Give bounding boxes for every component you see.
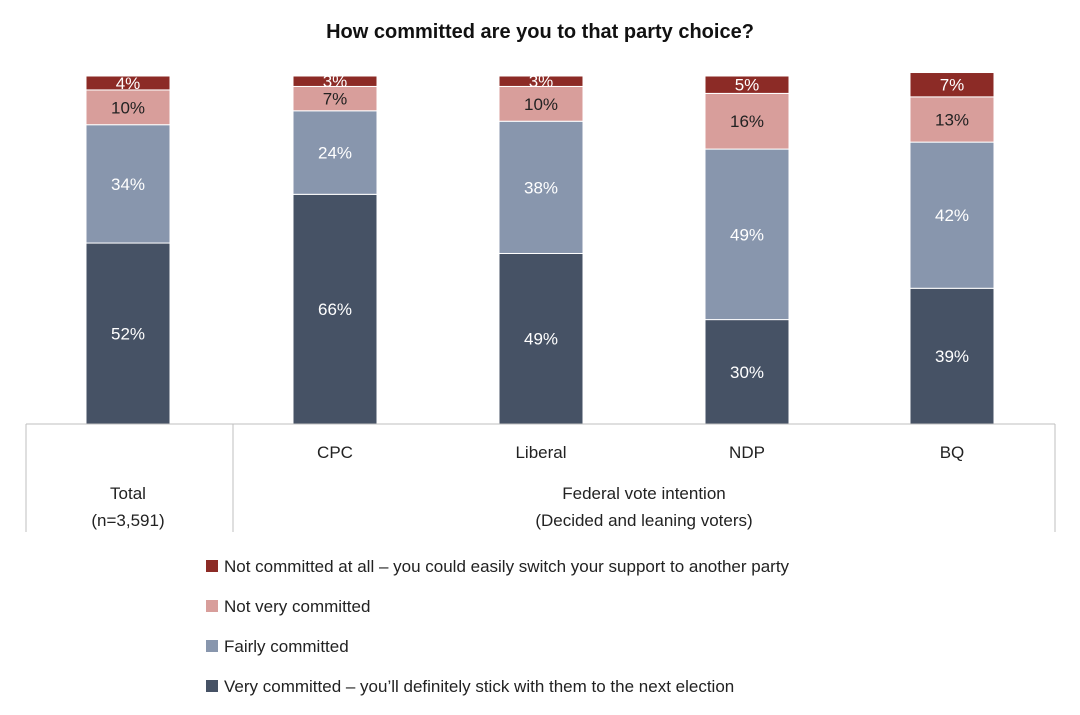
data-label-liberal-0: 49% (524, 330, 558, 349)
group-sublabel: (Decided and leaning voters) (535, 511, 752, 530)
category-axis-table: CPC Liberal NDP BQ Total (n=3,591) Feder… (25, 423, 1056, 532)
bar-segment-bq-0 (909, 287, 995, 425)
data-label-ndp-2: 16% (730, 112, 764, 131)
bar-segment-total-0 (85, 242, 171, 425)
data-label-liberal-1: 38% (524, 178, 558, 197)
legend-label-1: Fairly committed (224, 637, 349, 656)
data-label-cpc-0: 66% (318, 300, 352, 319)
data-label-total-0: 52% (111, 325, 145, 344)
bar-segment-ndp-1 (704, 148, 790, 321)
total-sample-size: (n=3,591) (91, 511, 164, 530)
category-label-ndp: NDP (729, 443, 765, 462)
legend-swatch-0 (206, 680, 218, 692)
bar-segment-liberal-2 (498, 85, 584, 122)
category-label-liberal: Liberal (515, 443, 566, 462)
chart-title: How committed are you to that party choi… (326, 21, 754, 43)
data-label-cpc-3: 3% (323, 72, 348, 91)
legend-label-3: Not committed at all – you could easily … (224, 557, 790, 576)
bar-segment-total-1 (85, 124, 171, 244)
data-label-bq-2: 13% (935, 111, 969, 130)
bar-segment-cpc-2 (292, 85, 378, 112)
data-label-bq-3: 7% (940, 76, 965, 95)
data-label-total-1: 34% (111, 175, 145, 194)
legend-swatch-3 (206, 560, 218, 572)
legend-swatch-1 (206, 640, 218, 652)
bar-segment-cpc-1 (292, 110, 378, 195)
group-label: Federal vote intention (562, 484, 726, 503)
data-label-ndp-1: 49% (730, 225, 764, 244)
data-label-bq-0: 39% (935, 347, 969, 366)
bar-segment-ndp-2 (704, 92, 790, 150)
data-label-liberal-3: 3% (529, 72, 554, 91)
data-label-cpc-2: 7% (323, 90, 348, 109)
data-label-ndp-0: 30% (730, 363, 764, 382)
data-label-total-3: 4% (116, 74, 141, 93)
bar-segment-liberal-0 (498, 252, 584, 425)
total-label: Total (110, 484, 146, 503)
legend-label-0: Very committed – you’ll definitely stick… (224, 677, 734, 696)
bar-segment-cpc-0 (292, 193, 378, 425)
bar-segment-ndp-3 (704, 75, 790, 94)
bar-segment-bq-3 (909, 72, 995, 98)
data-label-ndp-3: 5% (735, 76, 760, 95)
data-label-total-2: 10% (111, 98, 145, 117)
data-label-cpc-1: 24% (318, 144, 352, 163)
legend-swatch-2 (206, 600, 218, 612)
legend: Not committed at all – you could easily … (206, 557, 790, 696)
bar-segment-bq-2 (909, 96, 995, 143)
bar-segment-bq-1 (909, 141, 995, 289)
data-label-liberal-2: 10% (524, 95, 558, 114)
bar-segment-liberal-3 (498, 75, 584, 87)
bar-segment-total-3 (85, 75, 171, 91)
bar-segment-ndp-0 (704, 319, 790, 425)
data-label-bq-1: 42% (935, 206, 969, 225)
bars-group: 52%34%10%4%66%24%7%3%49%38%10%3%30%49%16… (85, 72, 995, 425)
category-label-bq: BQ (940, 443, 965, 462)
bar-segment-cpc-3 (292, 75, 378, 87)
legend-label-2: Not very committed (224, 597, 370, 616)
category-label-cpc: CPC (317, 443, 353, 462)
